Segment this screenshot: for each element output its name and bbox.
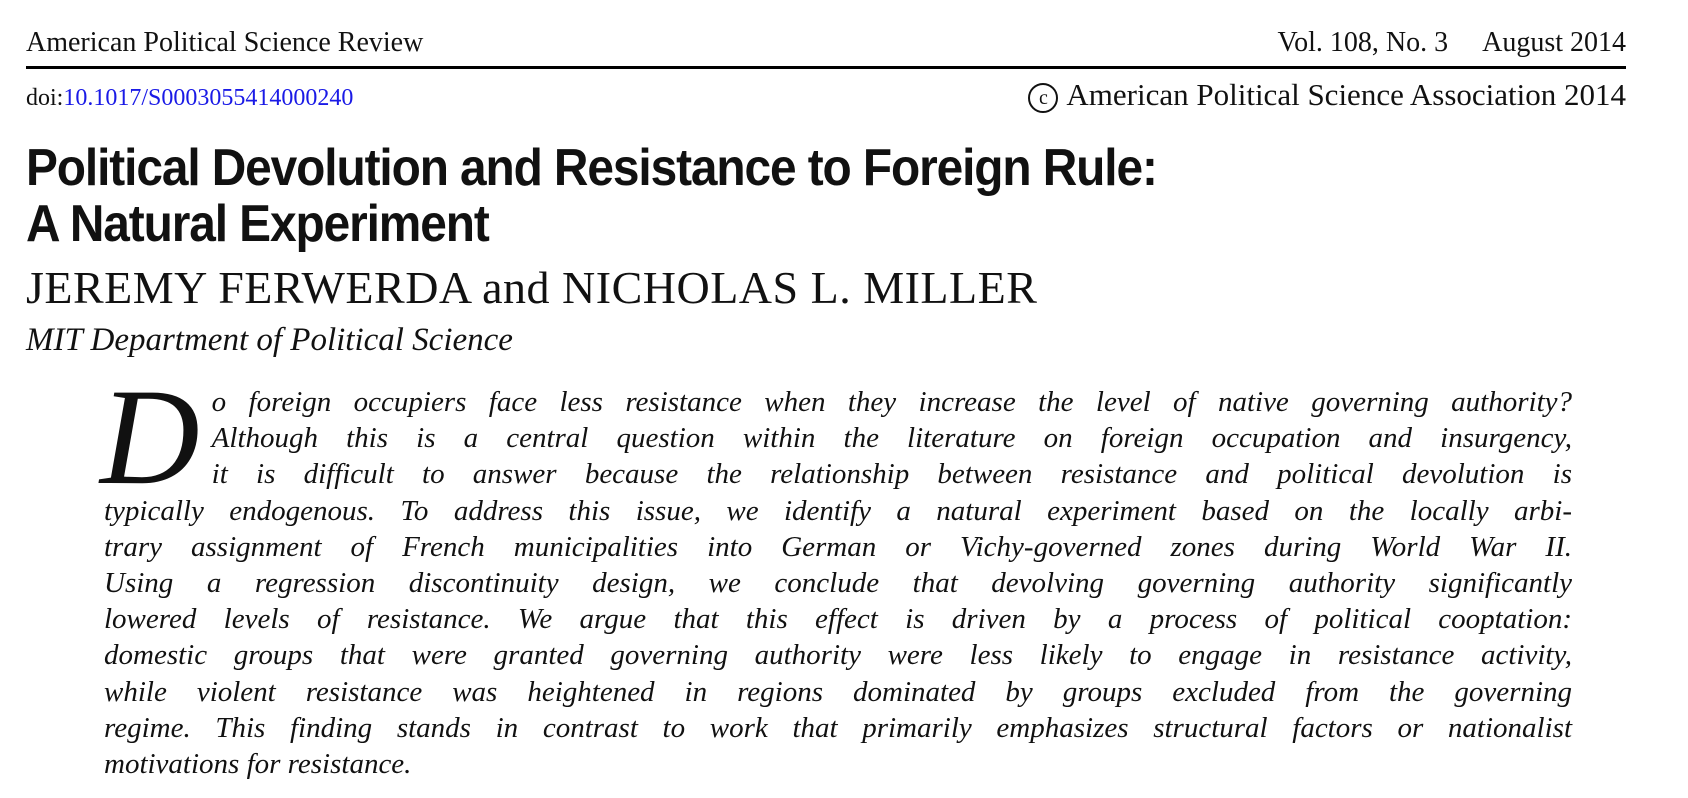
abstract-line: it is difficult to answer because the re…: [211, 458, 1572, 491]
issue-info: Vol. 108, No. 3 August 2014: [1277, 24, 1626, 62]
copyright-text: American Political Science Association 2…: [1066, 77, 1626, 112]
running-head: American Political Science Review Vol. 1…: [26, 24, 1626, 62]
drop-cap: D: [100, 360, 200, 513]
abstract-line: typically endogenous. To address this is…: [104, 494, 1572, 527]
issue-date: August 2014: [1482, 27, 1626, 58]
title-line: A Natural Experiment: [26, 195, 490, 253]
abstract-line: o foreign occupiers face less resistance…: [211, 386, 1572, 418]
article-first-page: American Political Science Review Vol. 1…: [26, 0, 1626, 798]
doi-prefix: doi:: [26, 85, 64, 111]
abstract-line: while violent resistance was heightened …: [104, 675, 1572, 708]
abstract-line: Using a regression discontinuity design,…: [104, 567, 1572, 600]
copyright-notice: c American Political Science Association …: [1028, 76, 1626, 114]
abstract-line: trary assignment of French municipalitie…: [104, 530, 1572, 563]
article-title: Political Devolution and Resistance to F…: [26, 140, 1314, 252]
copyright-icon: c: [1028, 83, 1059, 113]
volume-issue: Vol. 108, No. 3: [1277, 27, 1449, 58]
abstract-line: Although this is a central question with…: [211, 422, 1572, 455]
affiliation: MIT Department of Political Science: [26, 322, 513, 358]
abstract-line: regime. This finding stands in contrast …: [104, 711, 1572, 744]
abstract-line: lowered levels of resistance. We argue t…: [104, 603, 1572, 636]
doi: doi:10.1017/S0003055414000240: [26, 82, 353, 114]
header-rule: [26, 66, 1626, 69]
abstract-line: domestic groups that were granted govern…: [104, 639, 1572, 672]
authors: JEREMY FERWERDA and NICHOLAS L. MILLER: [26, 262, 1038, 313]
abstract-line: motivations for resistance.: [104, 748, 412, 781]
doi-link[interactable]: 10.1017/S0003055414000240: [63, 85, 354, 111]
abstract: D o foreign occupiers face less resistan…: [100, 368, 1572, 782]
title-line: Political Devolution and Resistance to F…: [26, 139, 1158, 197]
journal-name: American Political Science Review: [26, 27, 424, 58]
meta-line: doi:10.1017/S0003055414000240 c American …: [26, 76, 1626, 114]
